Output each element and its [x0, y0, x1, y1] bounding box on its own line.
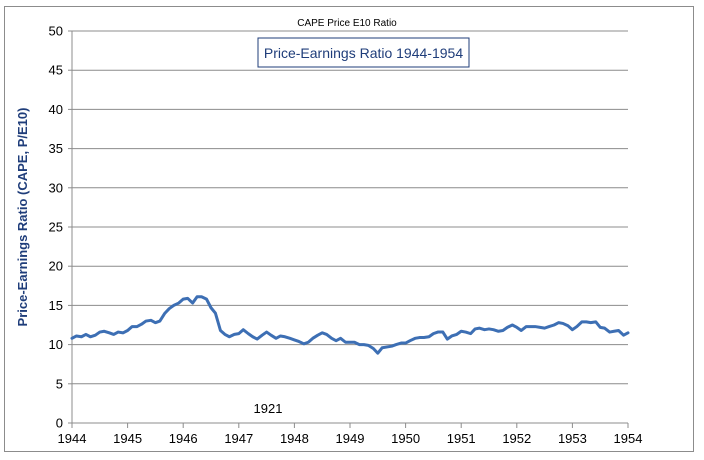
y-tick-label-20: 20 [49, 259, 63, 274]
subtitle-box [257, 37, 470, 68]
tick-labels: 0 5 10 15 20 25 30 35 40 45 50 1944 1945 1946 1947 1948… [49, 24, 643, 447]
y-tick-label-0: 0 [56, 416, 63, 431]
x-tick-label-1944: 1944 [58, 431, 87, 446]
x-tick-label-1947: 1947 [224, 431, 253, 446]
grid-lines [72, 30, 628, 385]
x-tick-label-1950: 1950 [391, 431, 420, 446]
y-tick-label-45: 45 [49, 63, 63, 78]
y-tick-label-35: 35 [49, 141, 63, 156]
y-tick-label-25: 25 [49, 220, 63, 235]
y-tick-label-15: 15 [49, 298, 63, 313]
axes [68, 30, 629, 428]
x-tick-label-1948: 1948 [280, 431, 309, 446]
cape-line-chart: CAPE Price E10 Ratio Price-Earnings Rati… [15, 18, 643, 447]
chart-subtitle: Price-Earnings Ratio 1944-1954 [264, 45, 463, 61]
x-tick-label-1952: 1952 [502, 431, 531, 446]
chart-frame: CAPE Price E10 Ratio Price-Earnings Rati… [4, 6, 694, 452]
x-tick-label-1953: 1953 [558, 431, 587, 446]
x-tick-label-1945: 1945 [113, 431, 142, 446]
x-tick-label-1949: 1949 [336, 431, 365, 446]
chart-annotation: 1921 [254, 401, 283, 416]
y-tick-label-10: 10 [49, 337, 63, 352]
y-tick-label-40: 40 [49, 102, 63, 117]
x-tick-label-1946: 1946 [169, 431, 198, 446]
chart-title: CAPE Price E10 Ratio [297, 18, 397, 29]
y-tick-label-30: 30 [49, 180, 63, 195]
series-line-0 [70, 295, 630, 355]
y-axis-label: Price-Earnings Ratio (CAPE, P/E10) [15, 108, 30, 327]
x-tick-label-1954: 1954 [614, 431, 643, 446]
series-layer [70, 295, 630, 355]
y-tick-label-50: 50 [49, 24, 63, 39]
x-tick-label-1951: 1951 [447, 431, 476, 446]
y-tick-label-5: 5 [56, 376, 63, 391]
